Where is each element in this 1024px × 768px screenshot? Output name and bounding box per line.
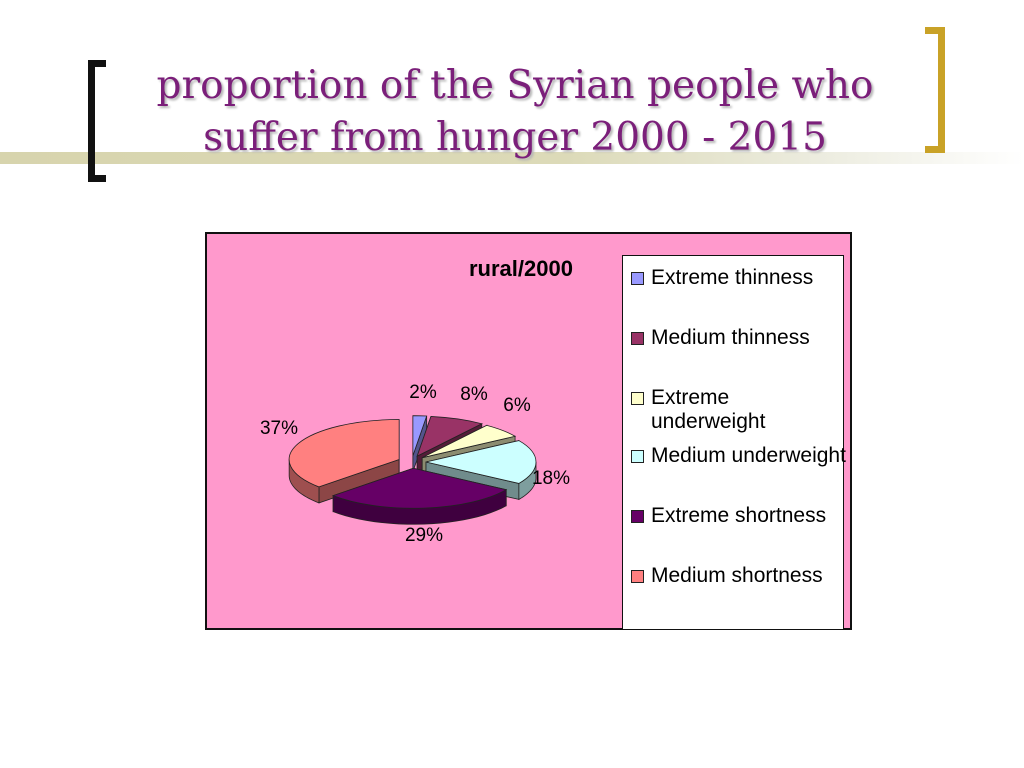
- legend-label: Medium shortness: [651, 564, 823, 587]
- pie-slice: [331, 467, 508, 509]
- slide-title: proportion of the Syrian people who suff…: [156, 63, 874, 160]
- pie-slice: [416, 416, 483, 457]
- legend-swatch: [631, 450, 644, 463]
- legend-label: Extreme underweight: [651, 386, 766, 433]
- pie-slice: [425, 440, 537, 484]
- legend-label: Medium underweight: [651, 444, 846, 467]
- pie-data-label: 18%: [532, 468, 570, 489]
- legend-label: Extreme thinness: [651, 266, 814, 289]
- pie-slice: [412, 415, 428, 456]
- legend-swatch: [631, 510, 644, 523]
- pie-data-label: 8%: [460, 384, 488, 405]
- pie-slice: [288, 419, 400, 488]
- decorative-bar: [0, 152, 1024, 164]
- legend-swatch: [631, 392, 644, 405]
- chart-legend: Extreme thinness Medium thinness Extreme…: [622, 255, 846, 630]
- pie-data-label: 6%: [503, 395, 531, 416]
- pie-data-label: 37%: [260, 418, 298, 439]
- left-bracket-decoration: [88, 60, 106, 182]
- legend-swatch: [631, 332, 644, 345]
- legend-swatch: [631, 272, 644, 285]
- legend-label: Medium thinness: [651, 326, 810, 349]
- legend-swatch: [631, 570, 644, 583]
- chart-title: rural/2000: [469, 256, 573, 281]
- pie-data-label: 29%: [405, 525, 443, 546]
- right-bracket-decoration: [925, 27, 945, 153]
- pie-slice: [422, 424, 517, 459]
- pie-data-label: 2%: [409, 382, 437, 403]
- legend-label: Extreme shortness: [651, 504, 827, 527]
